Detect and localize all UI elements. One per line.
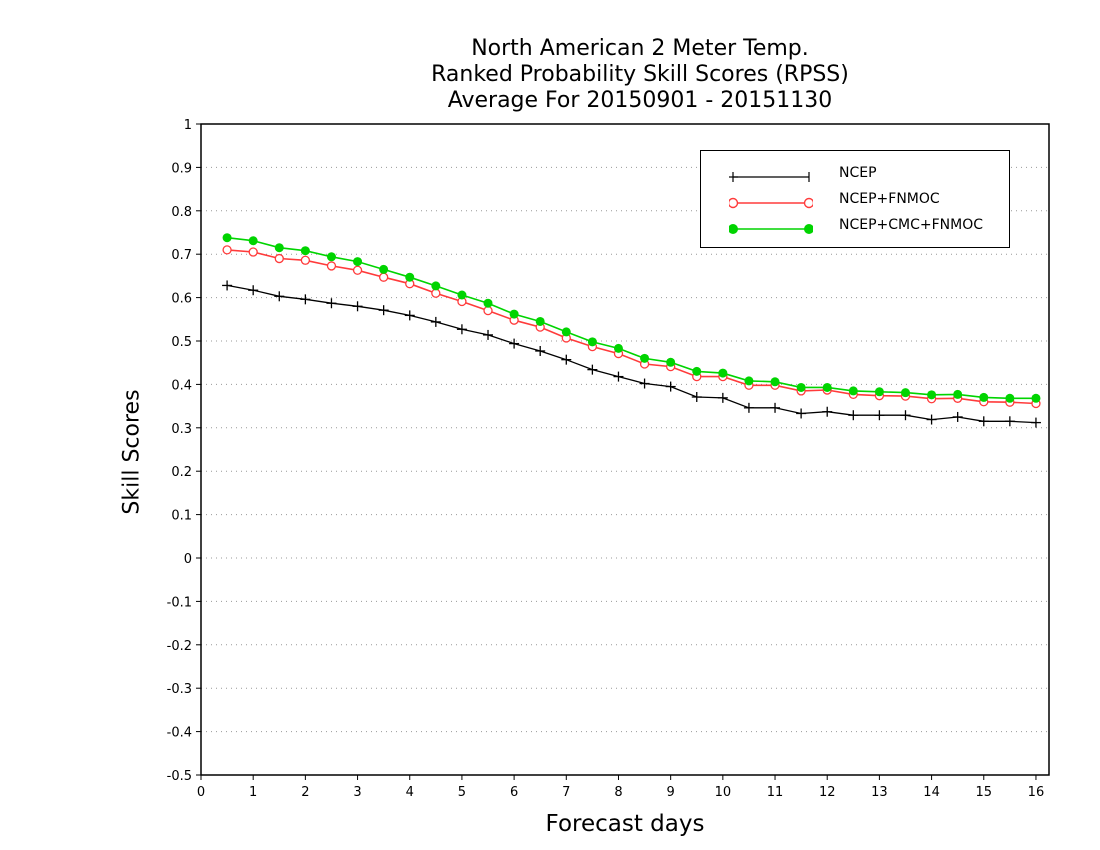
- series-point-3: [1031, 393, 1041, 403]
- x-tick-label: 5: [458, 785, 466, 800]
- series-point-2: [274, 253, 284, 264]
- x-axis-label: Forecast days: [545, 811, 705, 837]
- legend-swatch-ncep-cmc-fnmoc: [729, 224, 813, 234]
- series-point-3: [248, 236, 258, 246]
- series-point-3: [927, 390, 937, 400]
- series-point-3: [1005, 393, 1015, 403]
- y-tick-label: 0.1: [171, 509, 192, 524]
- legend-item-ncep: NCEP: [701, 163, 1009, 187]
- series-point-3: [222, 233, 232, 243]
- y-tick-label: -0.5: [167, 769, 192, 784]
- series-point-2: [326, 261, 337, 271]
- y-tick-label: 0.5: [171, 335, 192, 350]
- series-point-3: [666, 357, 676, 367]
- x-tick-label: 16: [1028, 785, 1045, 800]
- chart-title-line-3: Average For 20150901 - 20151130: [447, 88, 833, 113]
- series-point-2: [431, 288, 441, 298]
- series-point-3: [874, 387, 884, 397]
- y-axis-label: Skill Scores: [119, 389, 145, 515]
- y-tick-label: 0.7: [171, 248, 192, 263]
- legend-label-ncep-cmc-fnmoc: NCEP+CMC+FNMOC: [839, 217, 984, 233]
- x-tick-label: 11: [767, 785, 784, 800]
- series-point-2: [222, 245, 232, 255]
- x-tick-label: 10: [715, 785, 732, 800]
- x-tick-label: 3: [353, 785, 361, 800]
- series-point-3: [379, 264, 389, 274]
- x-tick-label: 8: [614, 785, 622, 800]
- series-point-3: [300, 246, 310, 256]
- y-tick-label: 0.9: [171, 161, 192, 176]
- y-tick-label: 1: [184, 118, 192, 133]
- x-tick-label: 0: [197, 785, 205, 800]
- x-tick-label: 9: [667, 785, 675, 800]
- series-point-3: [431, 281, 441, 291]
- chart-title-line-2: Ranked Probability Skill Scores (RPSS): [431, 62, 849, 87]
- y-tick-label: -0.4: [167, 726, 192, 741]
- series-point-2: [300, 255, 311, 265]
- series-point-2: [352, 265, 363, 275]
- y-tick-label: 0.6: [171, 292, 192, 307]
- series-point-3: [692, 366, 702, 376]
- legend-swatch-ncep-fnmoc: [729, 197, 813, 209]
- legend-label-ncep: NCEP: [839, 165, 877, 181]
- legend-swatch-ncep: [729, 172, 810, 182]
- x-tick-label: 4: [406, 785, 414, 800]
- y-tick-label: -0.1: [167, 595, 192, 610]
- series-point-3: [274, 243, 284, 253]
- x-tick-label: 12: [819, 785, 836, 800]
- y-tick-label: -0.2: [167, 639, 192, 654]
- series-point-3: [718, 368, 728, 378]
- y-tick-label: 0.2: [171, 465, 192, 480]
- series-point-3: [640, 353, 650, 363]
- series-point-3: [561, 327, 571, 337]
- series-point-3: [613, 343, 623, 353]
- y-tick-label: 0.8: [171, 205, 192, 220]
- series-point-2: [248, 247, 258, 257]
- x-tick-label: 7: [562, 785, 570, 800]
- series-point-3: [979, 392, 989, 402]
- plot-frame: [200, 123, 1050, 776]
- chart-title-line-1: North American 2 Meter Temp.: [471, 36, 809, 61]
- y-tick-label: 0: [184, 552, 192, 567]
- y-tick-label: 0.3: [171, 422, 192, 437]
- series-point-3: [326, 252, 336, 262]
- legend-item-ncep-fnmoc: NCEP+FNMOC: [701, 189, 1009, 213]
- x-tick-label: 15: [975, 785, 992, 800]
- series-point-3: [457, 290, 467, 300]
- y-tick-label: 0.4: [171, 378, 192, 393]
- x-tick-label: 6: [510, 785, 518, 800]
- series-point-3: [822, 382, 832, 392]
- x-tick-label: 1: [249, 785, 257, 800]
- series-point-2: [378, 272, 389, 282]
- series-point-3: [770, 377, 780, 387]
- x-tick-label: 13: [871, 785, 888, 800]
- series-point-3: [796, 382, 806, 392]
- y-tick-label: -0.3: [167, 682, 192, 697]
- chart-title: North American 2 Meter Temp. Ranked Prob…: [0, 36, 1100, 114]
- series-point-2: [483, 305, 493, 316]
- series-point-3: [900, 388, 910, 398]
- series-point-3: [509, 309, 519, 319]
- x-tick-label: 2: [301, 785, 309, 800]
- series-point-3: [535, 316, 545, 326]
- series-point-3: [587, 337, 597, 347]
- legend-item-ncep-cmc-fnmoc: NCEP+CMC+FNMOC: [701, 215, 1009, 239]
- series-point-3: [744, 376, 754, 386]
- legend-label-ncep-fnmoc: NCEP+FNMOC: [839, 191, 940, 207]
- series-point-3: [353, 257, 363, 267]
- series-point-3: [483, 298, 493, 308]
- series-point-3: [405, 272, 415, 282]
- series-line-3: [227, 236, 1036, 400]
- series-point-3: [848, 386, 858, 396]
- x-tick-label: 14: [923, 785, 940, 800]
- legend: NCEP NCEP+FNMOC NCEP+CMC+FNMOC: [700, 150, 1010, 248]
- series-point-3: [953, 389, 963, 399]
